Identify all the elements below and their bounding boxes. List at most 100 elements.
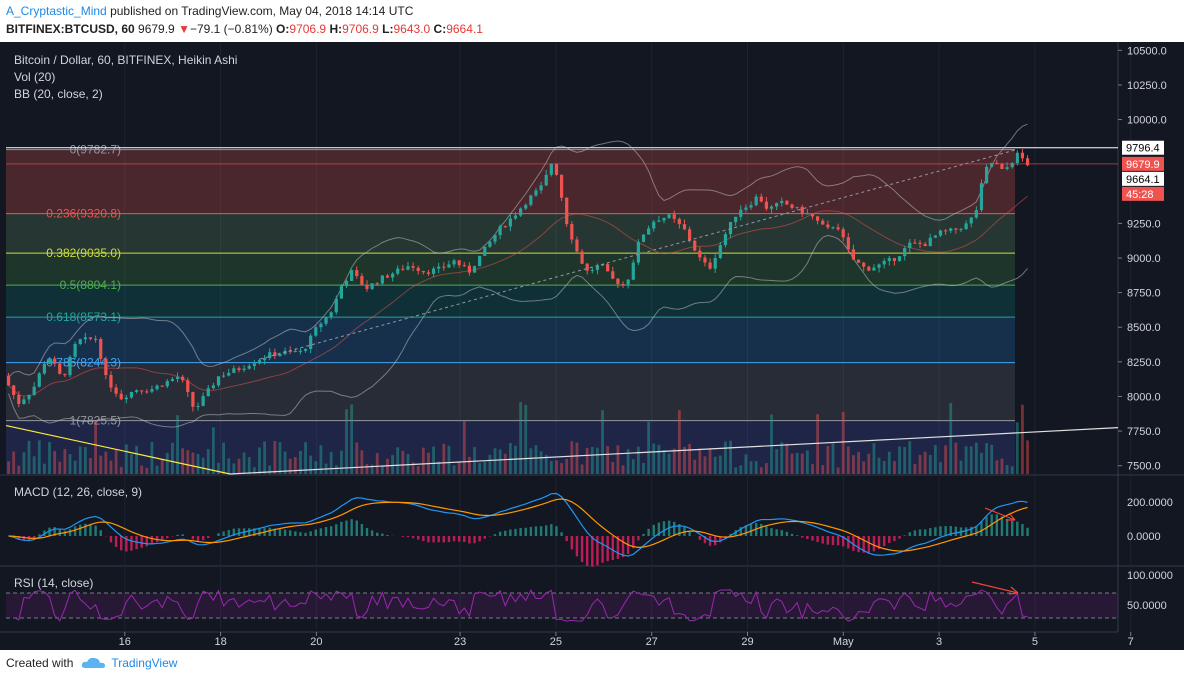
candle-body: [923, 243, 927, 247]
volume-bar: [560, 463, 563, 474]
macd-histogram-bar: [360, 523, 364, 536]
macd-histogram-bar: [934, 527, 937, 536]
macd-histogram-bar: [329, 526, 333, 536]
volume-bar: [928, 454, 932, 474]
candle-body: [391, 273, 395, 278]
candle-body: [831, 227, 835, 229]
macd-histogram-bar: [908, 532, 911, 536]
volume-bar: [268, 465, 272, 474]
macd-histogram-bar: [355, 520, 358, 536]
candle-body: [401, 268, 405, 270]
volume-bar: [893, 461, 896, 474]
volume-bar: [232, 463, 236, 474]
price-badge: [1122, 186, 1164, 201]
candle-body: [206, 388, 210, 397]
candle-body: [262, 358, 267, 361]
macd-histogram-bar: [150, 536, 154, 545]
candle-body: [370, 283, 374, 289]
volume-bar: [73, 460, 77, 474]
time-tick-label: 29: [741, 636, 753, 648]
macd-histogram-bar: [381, 533, 384, 536]
candle-body: [580, 251, 584, 264]
candle-body: [442, 266, 446, 268]
macd-histogram-bar: [923, 529, 927, 536]
volume-bar: [601, 410, 604, 474]
macd-histogram-bar: [283, 529, 287, 536]
candle-body: [652, 221, 656, 229]
author-link[interactable]: A_Cryptastic_Mind: [6, 4, 107, 18]
volume-bar: [462, 421, 466, 474]
macd-histogram-bar: [447, 536, 451, 543]
candle-body: [68, 356, 72, 376]
volume-bar: [386, 458, 389, 474]
volume-bar: [713, 456, 717, 474]
candle-body: [416, 267, 420, 271]
candle-body: [739, 209, 743, 217]
fib-zone: [6, 285, 1015, 318]
volume-bar: [155, 465, 159, 474]
candle-body: [611, 271, 615, 279]
candle-body: [293, 350, 297, 352]
volume-bar: [918, 454, 922, 474]
candle-body: [216, 376, 221, 386]
volume-bar: [206, 449, 210, 474]
candle-body: [836, 227, 840, 230]
candle-body: [734, 216, 738, 223]
macd-histogram-bar: [452, 536, 456, 542]
macd-histogram-bar: [227, 529, 230, 536]
volume-bar: [969, 446, 973, 474]
macd-histogram-bar: [463, 536, 466, 543]
volume-bar: [908, 441, 912, 474]
volume-bar: [32, 456, 36, 474]
volume-bar: [519, 402, 523, 474]
volume-bar: [339, 450, 343, 474]
volume-bar: [606, 445, 610, 474]
candle-body: [647, 228, 651, 235]
volume-bar: [508, 442, 512, 474]
macd-histogram-bar: [760, 523, 763, 536]
candle-body: [867, 266, 871, 271]
candle-body: [114, 387, 118, 394]
volume-bar: [258, 447, 261, 474]
macd-histogram-bar: [365, 527, 369, 536]
candle-body: [109, 375, 113, 388]
candle-body: [140, 390, 144, 392]
fib-level-label: 0.786(8244.3): [46, 356, 121, 370]
candle-body: [319, 323, 323, 328]
macd-histogram-bar: [483, 536, 486, 539]
macd-histogram-bar: [637, 536, 640, 541]
macd-histogram-bar: [370, 530, 374, 536]
candle-body: [954, 228, 958, 230]
candle-body: [303, 348, 308, 351]
volume-bar: [53, 451, 57, 474]
macd-histogram-bar: [207, 536, 210, 539]
candle-body: [47, 358, 52, 364]
chart-area[interactable]: 0(9782.7) 0.236(9320.8) 0.382(9035.0) 0.5(8…: [0, 42, 1184, 650]
price-tick-label: 7500.0: [1127, 461, 1161, 473]
volume-bar: [923, 451, 927, 474]
volume-bar: [68, 454, 72, 474]
candle-body: [503, 226, 507, 228]
candle-body: [355, 270, 359, 277]
macd-histogram-bar: [314, 529, 317, 536]
candle-body: [585, 263, 589, 271]
candle-body: [186, 380, 190, 393]
volume-bar: [754, 461, 758, 474]
tradingview-logo[interactable]: TradingView: [81, 656, 177, 670]
candle-body: [713, 257, 717, 269]
candle-body: [375, 283, 379, 285]
candle-body: [810, 213, 815, 217]
macd-histogram-bar: [237, 528, 241, 536]
macd-histogram-bar: [1016, 521, 1019, 536]
volume-bar: [150, 441, 154, 474]
volume-bar: [360, 450, 364, 474]
macd-histogram-bar: [335, 524, 338, 536]
volume-bar: [652, 443, 656, 474]
volume-bar: [421, 447, 425, 474]
candle-body: [636, 241, 640, 263]
fib-zone: [6, 420, 1015, 474]
close-value: 9664.1: [446, 22, 483, 36]
chart-svg[interactable]: 0(9782.7) 0.236(9320.8) 0.382(9035.0) 0.5(8…: [0, 42, 1184, 650]
macd-histogram-bar: [427, 536, 430, 543]
volume-bar: [811, 464, 814, 474]
